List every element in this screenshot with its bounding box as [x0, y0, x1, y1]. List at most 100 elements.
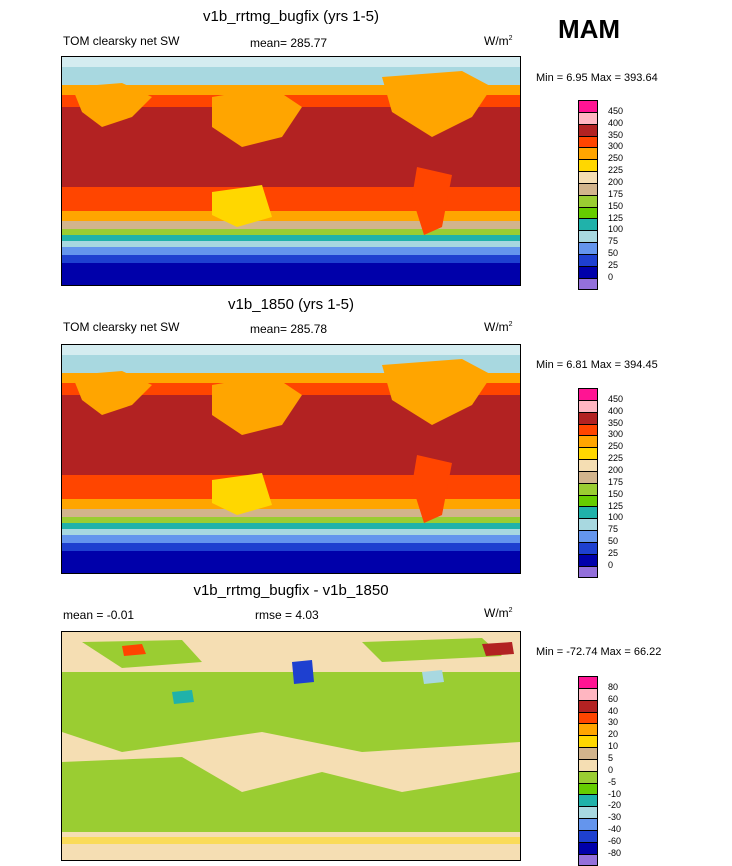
panel2-minmax: Min = 6.81 Max = 394.45 — [536, 359, 658, 371]
colorbar-label: 200 — [608, 176, 624, 187]
panel2-title: v1b_1850 (yrs 1-5) — [228, 296, 354, 313]
panel3-map — [61, 631, 521, 861]
colorbar-label: 20 — [608, 729, 619, 740]
colorbar-label: 100 — [608, 224, 624, 235]
colorbar-label: -60 — [608, 835, 622, 846]
colorbar-label: 450 — [608, 393, 624, 404]
colorbar-label: 30 — [608, 717, 619, 728]
season-label: MAM — [558, 14, 621, 44]
colorbar-label: 150 — [608, 200, 624, 211]
colorbar-swatch — [578, 423, 598, 436]
panel3-minmax: Min = -72.74 Max = 66.22 — [536, 646, 662, 658]
colorbar-label: 350 — [608, 417, 624, 428]
colorbar-swatch — [578, 506, 598, 519]
colorbar-label: 300 — [608, 429, 624, 440]
panel3-units: W/m2 — [484, 606, 513, 620]
panel1-title: v1b_rrtmg_bugfix (yrs 1-5) — [203, 8, 379, 25]
colorbar-label: 250 — [608, 441, 624, 452]
colorbar-label: 75 — [608, 524, 619, 535]
panel2-map — [61, 344, 521, 574]
colorbar-swatch — [578, 388, 598, 400]
colorbar-label: 25 — [608, 259, 619, 270]
colorbar-swatch — [578, 411, 598, 424]
colorbar-swatch — [578, 841, 598, 854]
colorbar-swatch — [578, 159, 598, 172]
colorbar-label: 250 — [608, 153, 624, 164]
colorbar-swatch — [578, 711, 598, 724]
colorbar-label: -80 — [608, 847, 622, 858]
panel3-mean: mean = -0.01 — [63, 608, 135, 622]
colorbar-label: -20 — [608, 800, 622, 811]
panel3-colorbar — [578, 676, 598, 866]
panel2-variable: TOM clearsky net SW — [63, 320, 180, 334]
colorbar-swatch — [578, 447, 598, 460]
colorbar-label: 0 — [608, 271, 614, 282]
colorbar-swatch — [578, 676, 598, 688]
colorbar-label: 400 — [608, 117, 624, 128]
colorbar-swatch — [578, 435, 598, 448]
colorbar-swatch — [578, 265, 598, 278]
colorbar-swatch — [578, 482, 598, 495]
colorbar-swatch — [578, 171, 598, 183]
colorbar-label: 0 — [608, 764, 614, 775]
colorbar-label: 400 — [608, 405, 624, 416]
colorbar-swatch — [578, 194, 598, 207]
colorbar-swatch — [578, 494, 598, 507]
colorbar-swatch — [578, 794, 598, 807]
colorbar-label: 450 — [608, 105, 624, 116]
colorbar-swatch — [578, 782, 598, 795]
colorbar-label: -40 — [608, 824, 622, 835]
colorbar-swatch — [578, 218, 598, 231]
colorbar-swatch — [578, 100, 598, 112]
colorbar-swatch — [578, 459, 598, 471]
colorbar-label: 125 — [608, 212, 624, 223]
colorbar-swatch — [578, 147, 598, 160]
colorbar-label: -10 — [608, 788, 622, 799]
panel1-variable: TOM clearsky net SW — [63, 34, 180, 48]
colorbar-swatch — [578, 553, 598, 566]
colorbar-swatch — [578, 565, 598, 578]
colorbar-label: 175 — [608, 476, 624, 487]
colorbar-swatch — [578, 518, 598, 531]
colorbar-label: 175 — [608, 188, 624, 199]
colorbar-label: 75 — [608, 236, 619, 247]
colorbar-label: 25 — [608, 547, 619, 558]
colorbar-swatch — [578, 530, 598, 542]
colorbar-swatch — [578, 687, 598, 700]
colorbar-swatch — [578, 747, 598, 759]
colorbar-swatch — [578, 699, 598, 712]
colorbar-label: 50 — [608, 248, 619, 259]
colorbar-label: 60 — [608, 693, 619, 704]
panel1-minmax: Min = 6.95 Max = 393.64 — [536, 72, 658, 84]
panel2-mean: mean= 285.78 — [250, 322, 328, 336]
colorbar-label: 300 — [608, 141, 624, 152]
colorbar-swatch — [578, 723, 598, 736]
panel1-mean: mean= 285.77 — [250, 36, 328, 50]
colorbar-swatch — [578, 277, 598, 290]
colorbar-label: -30 — [608, 812, 622, 823]
colorbar-swatch — [578, 399, 598, 412]
colorbar-label: 5 — [608, 752, 614, 763]
colorbar-label: 10 — [608, 741, 619, 752]
colorbar-swatch — [578, 206, 598, 219]
panel1-colorbar — [578, 100, 598, 290]
panel2-colorbar — [578, 388, 598, 578]
colorbar-swatch — [578, 758, 598, 771]
colorbar-swatch — [578, 242, 598, 254]
colorbar-swatch — [578, 182, 598, 195]
panel3-rmse: rmse = 4.03 — [255, 608, 319, 622]
panel2-units: W/m2 — [484, 320, 513, 334]
colorbar-swatch — [578, 541, 598, 554]
colorbar-label: 0 — [608, 559, 614, 570]
colorbar-label: 50 — [608, 536, 619, 547]
colorbar-swatch — [578, 111, 598, 124]
colorbar-swatch — [578, 470, 598, 483]
colorbar-label: 80 — [608, 681, 619, 692]
colorbar-swatch — [578, 735, 598, 748]
colorbar-swatch — [578, 806, 598, 819]
colorbar-label: 100 — [608, 512, 624, 523]
colorbar-swatch — [578, 253, 598, 266]
colorbar-swatch — [578, 123, 598, 136]
panel1-map — [61, 56, 521, 286]
colorbar-label: 200 — [608, 464, 624, 475]
